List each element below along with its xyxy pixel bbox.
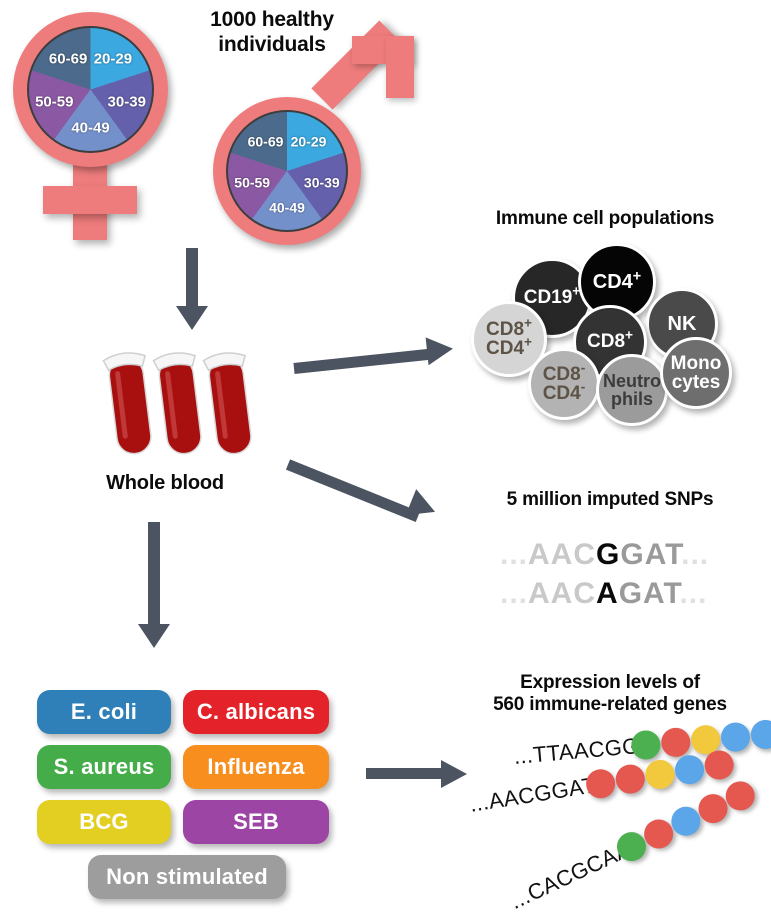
section-title-expression: Expression levels of 560 immune-related g… bbox=[493, 672, 727, 716]
age-group-label: 20-29 bbox=[93, 50, 133, 68]
dna-sequence-text: ...TTAACGG bbox=[512, 733, 641, 769]
stimulus-button-seb[interactable]: SEB bbox=[183, 800, 329, 844]
nucleotide-dot bbox=[660, 726, 692, 759]
nucleotide-dot bbox=[672, 753, 707, 787]
immune-cell-label: CD19+ bbox=[523, 283, 581, 309]
immune-cell-mono-cytes: Mono cytes bbox=[660, 337, 732, 409]
age-group-label: 20-29 bbox=[290, 133, 327, 150]
stimulus-button-non-stimulated[interactable]: Non stimulated bbox=[88, 855, 286, 899]
age-group-label: 40-49 bbox=[71, 119, 110, 137]
male-arrow-head-vertical bbox=[386, 36, 414, 98]
dna-sequence-text: ...AACGGAT bbox=[467, 772, 598, 817]
age-group-label: 60-69 bbox=[48, 50, 88, 68]
stimulus-button-influenza[interactable]: Influenza bbox=[183, 745, 329, 789]
age-group-label: 50-59 bbox=[234, 174, 271, 191]
male-age-pie: 20-29 30-39 40-49 50-59 60-69 bbox=[226, 110, 348, 232]
age-group-label: 50-59 bbox=[35, 92, 74, 110]
snp-sequence-row: ...AACGGAT... bbox=[500, 538, 710, 571]
nucleotide-dot bbox=[702, 748, 736, 782]
stimulus-label: Influenza bbox=[207, 754, 305, 779]
snp-sequence-row: ...AACAGAT... bbox=[500, 577, 708, 610]
age-group-label: 60-69 bbox=[247, 133, 284, 150]
nucleotide-dot bbox=[643, 757, 677, 791]
age-group-label: 30-39 bbox=[303, 174, 340, 191]
stimulus-button-e-coli[interactable]: E. coli bbox=[37, 690, 171, 734]
stimulus-label: Non stimulated bbox=[106, 864, 268, 889]
immune-cell-label: CD8+ CD4+ bbox=[486, 315, 532, 359]
section-title-immune-cells: Immune cell populations bbox=[495, 208, 715, 229]
female-stem-cross bbox=[43, 186, 137, 214]
stimulus-label: C. albicans bbox=[196, 699, 316, 724]
immune-cell-label: Mono cytes bbox=[670, 352, 722, 393]
age-group-label: 40-49 bbox=[269, 199, 305, 216]
section-title-snps: 5 million imputed SNPs bbox=[506, 489, 714, 510]
stimulus-label: BCG bbox=[79, 809, 129, 834]
stimulus-button-s-aureus[interactable]: S. aureus bbox=[37, 745, 171, 789]
nucleotide-dot bbox=[613, 762, 647, 796]
label-whole-blood: Whole blood bbox=[106, 472, 224, 494]
immune-cell-label: CD8+ bbox=[587, 327, 633, 353]
female-age-pie: 20-29 30-39 40-49 50-59 60-69 bbox=[27, 26, 154, 153]
dna-sequence-text: ...CACGCAA bbox=[506, 836, 635, 914]
immune-cell-label: CD8- CD4- bbox=[542, 360, 586, 404]
immune-cell-label: Neutro phils bbox=[603, 370, 661, 409]
stimulus-label: SEB bbox=[233, 809, 279, 834]
stimulus-label: S. aureus bbox=[53, 754, 155, 779]
stimulus-button-c-albicans[interactable]: C. albicans bbox=[183, 690, 329, 734]
immune-cell-label: CD4+ bbox=[592, 268, 642, 293]
stimulus-label: E. coli bbox=[70, 699, 138, 724]
immune-cell-label: NK bbox=[667, 312, 697, 335]
page-title-cohort: 1000 healthy individuals bbox=[210, 8, 334, 56]
immune-cell-neutro-phils: Neutro phils bbox=[596, 354, 668, 426]
stimulus-button-bcg[interactable]: BCG bbox=[37, 800, 171, 844]
age-group-label: 30-39 bbox=[107, 92, 146, 110]
immune-cell-cd8-cd4: CD8- CD4- bbox=[528, 348, 600, 420]
